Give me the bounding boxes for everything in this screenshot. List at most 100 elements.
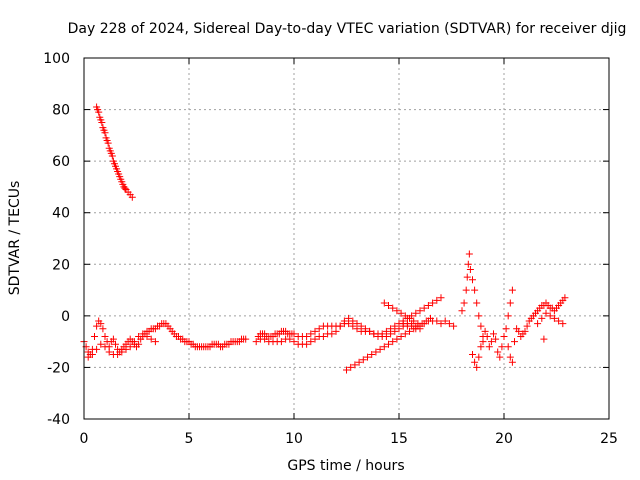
data-point — [538, 314, 546, 322]
data-point — [490, 330, 497, 338]
data-point — [290, 338, 298, 346]
data-point — [485, 343, 493, 351]
data-point — [340, 317, 348, 325]
data-point — [84, 353, 92, 361]
data-point — [477, 322, 485, 330]
data-point — [311, 327, 319, 335]
data-point — [410, 325, 418, 333]
data-point — [370, 330, 378, 338]
data-point — [105, 348, 113, 356]
data-point — [397, 309, 405, 317]
y-tick-label: 60 — [52, 154, 70, 170]
y-tick-label: 20 — [52, 257, 70, 273]
data-point — [355, 358, 363, 366]
x-tick-labels: 0 5 10 15 20 25 — [80, 431, 618, 447]
data-point — [502, 325, 510, 333]
data-point — [469, 351, 476, 359]
data-point — [521, 327, 529, 335]
data-point — [445, 320, 453, 328]
grid-lines — [84, 58, 609, 419]
data-point — [99, 325, 107, 333]
data-point — [466, 265, 474, 273]
data-point — [101, 343, 109, 351]
data-point — [385, 340, 392, 348]
data-point — [471, 358, 479, 366]
data-point — [450, 322, 458, 330]
data-point — [555, 317, 563, 325]
data-point — [118, 348, 126, 356]
data-point — [389, 338, 397, 346]
data-markers — [80, 103, 569, 374]
data-point — [433, 296, 441, 304]
data-point — [307, 338, 315, 346]
data-point — [372, 348, 380, 356]
data-point — [347, 363, 355, 371]
data-point — [114, 351, 122, 359]
data-point — [523, 322, 531, 330]
data-point — [460, 299, 468, 307]
data-point — [504, 343, 512, 351]
x-tick-label: 25 — [600, 431, 618, 447]
data-point — [399, 317, 407, 325]
data-point — [382, 332, 390, 340]
data-point — [380, 343, 388, 351]
data-point — [359, 356, 367, 364]
data-point — [414, 320, 422, 328]
data-point — [410, 317, 418, 325]
data-point — [345, 314, 353, 322]
data-point — [408, 312, 416, 320]
data-point — [412, 309, 420, 317]
y-tick-label: 80 — [52, 103, 70, 119]
series-markers — [84, 314, 424, 361]
data-point — [95, 108, 103, 116]
data-point — [97, 340, 105, 348]
data-point — [542, 309, 550, 317]
series-markers — [343, 314, 434, 374]
data-point — [397, 332, 405, 340]
data-point — [147, 335, 155, 343]
y-axis-title: SDTVAR / TECUs — [7, 181, 23, 296]
data-point — [307, 330, 315, 338]
data-point — [496, 353, 504, 361]
data-point — [122, 345, 130, 353]
data-point — [475, 312, 483, 320]
data-point — [252, 338, 260, 346]
y-tick-label: 100 — [43, 51, 70, 67]
data-point — [135, 332, 143, 340]
data-point — [391, 327, 399, 335]
data-point — [104, 139, 112, 147]
data-point — [422, 317, 430, 325]
data-point — [437, 320, 445, 328]
data-point — [464, 260, 472, 268]
data-point — [416, 307, 424, 315]
data-point — [498, 343, 506, 351]
data-point — [540, 335, 548, 343]
y-tick-label: 0 — [61, 309, 70, 325]
axis-ticks — [83, 57, 610, 420]
data-point — [361, 325, 369, 333]
data-point — [441, 317, 449, 325]
data-point — [143, 332, 151, 340]
data-point — [112, 340, 119, 348]
data-point — [508, 286, 516, 294]
series-markers — [80, 317, 445, 359]
x-tick-label: 5 — [185, 431, 194, 447]
data-point — [550, 314, 558, 322]
data-point — [387, 330, 395, 338]
data-point — [93, 345, 101, 353]
plot-frame — [83, 57, 610, 420]
data-point — [487, 338, 495, 346]
data-point — [315, 325, 323, 333]
data-point — [465, 250, 473, 258]
data-point — [506, 299, 514, 307]
data-point — [303, 340, 311, 348]
data-point — [286, 335, 294, 343]
data-point — [471, 286, 479, 294]
data-point — [311, 335, 319, 343]
data-point — [508, 358, 516, 366]
data-point — [97, 320, 105, 328]
data-point — [477, 343, 485, 351]
data-point — [427, 314, 434, 322]
data-point — [364, 353, 371, 361]
